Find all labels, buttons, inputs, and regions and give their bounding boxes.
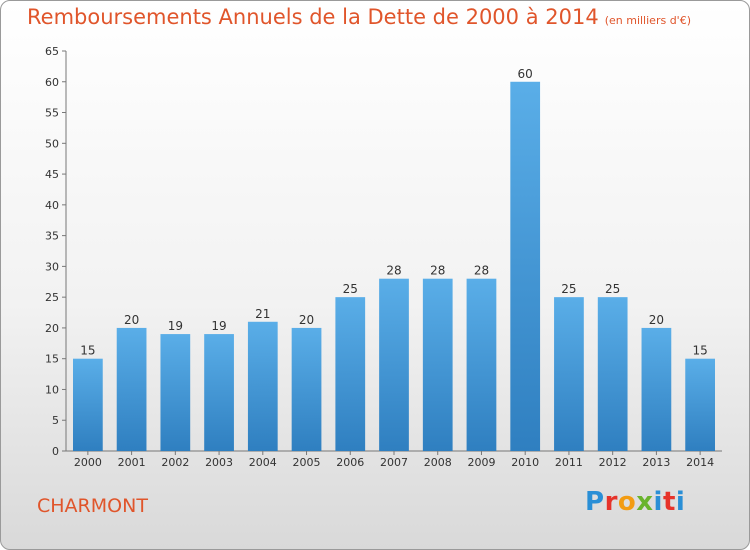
data-label: 19 [168,319,183,333]
data-label: 20 [124,313,139,327]
y-tick-label: 50 [45,137,59,150]
bar-2000 [72,358,103,451]
proxiti-logo: Proxiti [585,487,685,517]
chart-bars [72,81,716,452]
x-tick-label: 2010 [511,456,539,469]
x-tick-label: 2007 [380,456,408,469]
x-tick-label: 2004 [249,456,277,469]
logo-letter: P [585,487,605,517]
data-label: 28 [430,264,445,278]
bar-2003 [204,334,234,451]
bar-2011 [554,297,584,451]
y-tick-label: 45 [45,168,59,181]
title-text: Remboursements Annuels de la Dette de 20… [27,5,599,29]
data-label: 15 [692,344,707,358]
logo-letter: o [617,487,637,517]
logo-letter: i [653,487,663,517]
data-label: 60 [518,67,533,81]
y-tick-label: 10 [45,383,59,396]
bar-2001 [116,327,147,451]
y-tick-label: 60 [45,76,59,89]
bar-2010 [510,81,541,452]
logo-letter: i [675,487,686,517]
bar-2009 [466,278,497,451]
x-tick-label: 2006 [336,456,364,469]
chart-title: Remboursements Annuels de la Dette de 20… [27,5,691,29]
bar-2007 [379,278,409,451]
y-tick-label: 25 [45,291,59,304]
x-tick-label: 2000 [74,456,102,469]
y-tick-label: 35 [45,230,59,243]
bar-2004 [247,321,278,451]
commune-name: CHARMONT [37,495,148,517]
data-label: 25 [343,282,358,296]
logo-letter: t [662,487,676,517]
bar-2012 [597,297,628,451]
chart-labels: 2000 15 2001 20 2002 19 2003 19 2004 21 2005 20 2006… [74,67,714,469]
x-tick-label: 2003 [205,456,233,469]
y-tick-label: 30 [45,260,59,273]
data-label: 19 [211,319,226,333]
x-tick-label: 2008 [424,456,452,469]
x-tick-label: 2005 [293,456,321,469]
x-tick-label: 2012 [599,456,627,469]
x-tick-label: 2002 [161,456,189,469]
x-tick-label: 2011 [555,456,583,469]
bar-2013 [641,327,672,451]
x-tick-label: 2014 [686,456,714,469]
y-tick-label: 5 [52,414,59,427]
x-tick-label: 2009 [467,456,495,469]
data-label: 25 [605,282,620,296]
data-label: 21 [255,307,270,321]
logo-letter: x [636,487,654,517]
data-label: 15 [80,344,95,358]
chart-subtitle: (en milliers d'€) [604,14,691,27]
data-label: 28 [474,264,489,278]
bar-2008 [422,278,453,451]
bar-2006 [335,297,366,451]
y-tick-label: 65 [45,45,59,58]
y-tick-label: 40 [45,199,59,212]
y-tick-label: 0 [52,445,59,458]
bar-2002 [160,334,191,451]
bar-2005 [291,327,322,451]
y-tick-label: 20 [45,322,59,335]
data-label: 28 [386,264,401,278]
x-tick-label: 2013 [642,456,670,469]
bar-2014 [685,358,716,451]
x-tick-label: 2001 [118,456,146,469]
y-tick-label: 15 [45,353,59,366]
logo-letter: r [604,487,618,517]
y-tick-label: 55 [45,107,59,120]
data-label: 20 [649,313,664,327]
data-label: 25 [561,282,576,296]
data-label: 20 [299,313,314,327]
chart-axes: 0 5 10 15 20 25 30 35 40 45 50 55 60 65 [45,45,722,458]
